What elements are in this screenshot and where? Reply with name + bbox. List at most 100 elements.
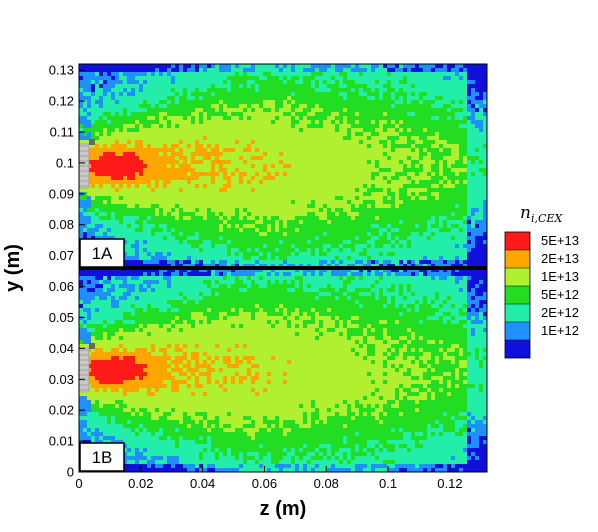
heatmap-cell xyxy=(351,216,356,221)
heatmap-cell xyxy=(275,116,280,121)
heatmap-cell xyxy=(431,220,436,225)
heatmap-cell xyxy=(155,240,160,245)
heatmap-cell xyxy=(195,204,200,209)
heatmap-cell xyxy=(139,200,144,205)
heatmap-cell xyxy=(159,172,164,177)
heatmap-cell xyxy=(391,232,396,237)
heatmap-cell xyxy=(95,72,100,77)
heatmap-cell xyxy=(403,152,408,157)
heatmap-cell xyxy=(303,188,308,193)
heatmap-cell xyxy=(411,136,416,141)
heatmap-cell xyxy=(331,64,336,69)
heatmap-cell xyxy=(167,148,172,153)
heatmap-cell xyxy=(359,152,364,157)
heatmap-cell xyxy=(119,188,124,193)
heatmap-cell xyxy=(331,88,336,93)
heatmap-cell xyxy=(107,104,112,109)
heatmap-cell xyxy=(227,244,232,249)
heatmap-cell xyxy=(183,148,188,153)
heatmap-cell xyxy=(411,240,416,245)
heatmap-cell xyxy=(247,208,252,213)
heatmap-cell xyxy=(91,128,96,133)
heatmap-cell xyxy=(467,236,472,241)
heatmap-cell xyxy=(367,204,372,209)
heatmap-cell xyxy=(83,220,88,225)
heatmap-cell xyxy=(263,128,268,133)
heatmap-cell xyxy=(451,228,456,233)
heatmap-cell xyxy=(427,240,432,245)
heatmap-cell xyxy=(351,160,356,165)
heatmap-cell xyxy=(279,192,284,197)
heatmap-cell xyxy=(411,84,416,89)
heatmap-cell xyxy=(295,76,300,81)
heatmap-cell xyxy=(259,84,264,89)
heatmap-cell xyxy=(263,100,268,105)
heatmap-cell xyxy=(451,224,456,229)
heatmap-cell xyxy=(135,216,140,221)
heatmap-cell xyxy=(135,212,140,217)
heatmap-cell xyxy=(163,228,168,233)
heatmap-cell xyxy=(459,124,464,129)
heatmap-cell xyxy=(451,232,456,237)
heatmap-cell xyxy=(391,220,396,225)
heatmap-cell xyxy=(407,164,412,169)
heatmap-cell xyxy=(431,184,436,189)
heatmap-cell xyxy=(435,116,440,121)
heatmap-cell xyxy=(339,228,344,233)
heatmap-cell xyxy=(151,256,156,261)
heatmap-cell xyxy=(415,96,420,101)
heatmap-cell xyxy=(203,212,208,217)
heatmap-cell xyxy=(459,76,464,81)
heatmap-cell xyxy=(131,76,136,81)
heatmap-cell xyxy=(431,228,436,233)
heatmap-cell xyxy=(219,236,224,241)
heatmap-cell xyxy=(99,72,104,77)
heatmap-cell xyxy=(263,224,268,229)
heatmap-cell xyxy=(271,180,276,185)
heatmap-cell xyxy=(407,76,412,81)
heatmap-cell xyxy=(327,116,332,121)
heatmap-cell xyxy=(147,68,152,73)
heatmap-cell xyxy=(395,200,400,205)
heatmap-cell xyxy=(123,108,128,113)
heatmap-cell xyxy=(147,84,152,89)
heatmap-cell xyxy=(283,244,288,249)
heatmap-cell xyxy=(359,228,364,233)
heatmap-cell xyxy=(323,204,328,209)
heatmap-cell xyxy=(407,88,412,93)
heatmap-cell xyxy=(143,64,148,69)
heatmap-cell xyxy=(363,80,368,85)
heatmap-cell xyxy=(423,244,428,249)
heatmap-cell xyxy=(359,192,364,197)
heatmap-cell xyxy=(231,228,236,233)
heatmap-cell xyxy=(203,116,208,121)
heatmap-cell xyxy=(415,176,420,181)
heatmap-cell xyxy=(151,88,156,93)
heatmap-cell xyxy=(375,68,380,73)
heatmap-cell xyxy=(159,124,164,129)
heatmap-cell xyxy=(287,144,292,149)
heatmap-cell xyxy=(327,156,332,161)
heatmap-cell xyxy=(359,108,364,113)
heatmap-cell xyxy=(343,144,348,149)
heatmap-cell xyxy=(227,232,232,237)
heatmap-cell xyxy=(279,176,284,181)
heatmap-cell xyxy=(287,104,292,109)
heatmap-cell xyxy=(179,196,184,201)
heatmap-cell xyxy=(343,96,348,101)
heatmap-cell xyxy=(371,132,376,137)
heatmap-cell xyxy=(223,144,228,149)
heatmap-cell xyxy=(339,80,344,85)
heatmap-cell xyxy=(323,128,328,133)
heatmap-cell xyxy=(411,252,416,257)
heatmap-cell xyxy=(331,120,336,125)
heatmap-cell xyxy=(379,240,384,245)
heatmap-cell xyxy=(227,160,232,165)
heatmap-cell xyxy=(451,72,456,77)
heatmap-cell xyxy=(339,168,344,173)
heatmap-cell xyxy=(223,148,228,153)
heatmap-cell xyxy=(175,244,180,249)
heatmap-cell xyxy=(443,188,448,193)
heatmap-cell xyxy=(439,172,444,177)
heatmap-cell xyxy=(211,204,216,209)
